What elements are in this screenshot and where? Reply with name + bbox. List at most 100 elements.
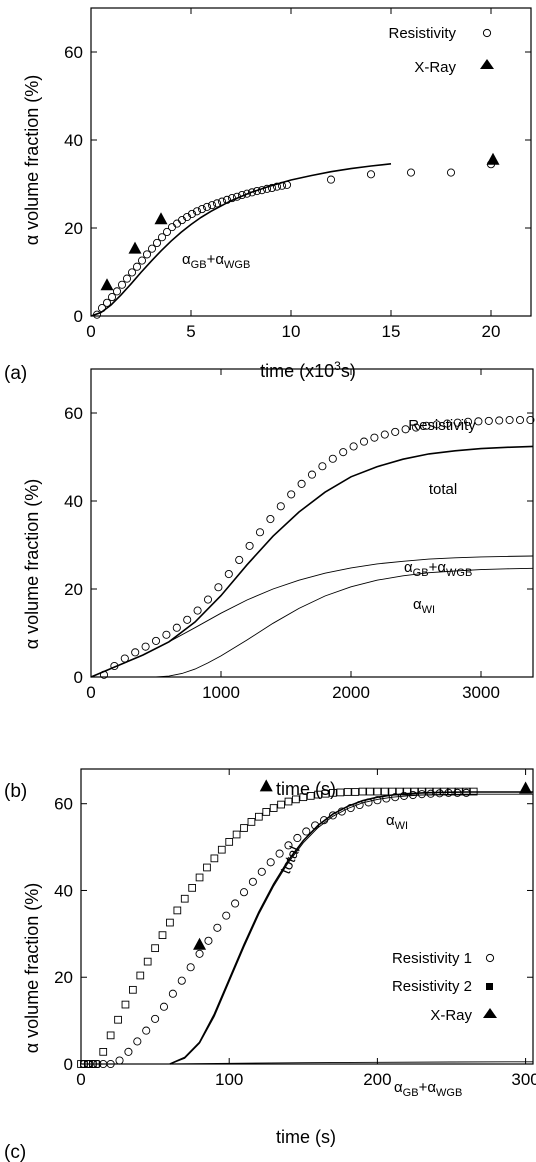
panel-c-point-x-ray: [259, 779, 273, 792]
panel-b-curves: [90, 445, 534, 678]
panel-b-x-tick-label: 0: [86, 683, 95, 702]
panel-b-point-resistivity: [120, 654, 129, 663]
panel-b-point-resistivity: [162, 630, 171, 639]
panel-b-x-tick-label: 3000: [462, 683, 500, 702]
panel-b-curve-label-wi: αWI: [413, 596, 435, 616]
panel-c-point-resistivity-2: [80, 1060, 88, 1068]
panel-c-point-resistivity-1: [106, 1059, 115, 1069]
panel-a-point-resistivity: [446, 168, 456, 177]
panel-b-y-tick-label: 0: [74, 668, 83, 687]
panel-b-point-resistivity: [287, 490, 296, 499]
panel-c-point-resistivity-2: [425, 787, 434, 796]
panel-c-y-tick-label: 0: [64, 1055, 73, 1074]
panel-c-point-resistivity-2: [462, 787, 471, 796]
panel-a-point-resistivity: [272, 182, 282, 191]
panel-a-y-tick-label: 60: [64, 43, 83, 62]
panel-a-x-tick-label: 0: [86, 322, 95, 341]
panel-b-point-resistivity: [474, 417, 483, 426]
panel-b-y-tick-label: 40: [64, 492, 83, 511]
panel-c-x-tick-label: 200: [363, 1070, 391, 1089]
panel-b-point-resistivity: [349, 442, 358, 451]
panel-a-point-resistivity: [262, 184, 272, 193]
panel-c-point-resistivity-1: [213, 923, 222, 932]
panel-b-point-resistivity: [391, 427, 400, 436]
panel-c-point-resistivity-1: [186, 963, 195, 972]
panel-a-point-resistivity: [232, 192, 242, 201]
panel-b-point-resistivity: [131, 648, 140, 657]
panel-c-x-tick-label: 300: [511, 1070, 536, 1089]
panel-a-point-resistivity: [142, 250, 152, 259]
panel-c-point-resistivity-2: [106, 1031, 115, 1040]
panel-a-y-tick-label: 20: [64, 219, 83, 238]
panel-a-point-resistivity: [112, 287, 122, 296]
panel-c-point-resistivity-1: [373, 796, 382, 805]
panel-c-x-tick-label: 0: [76, 1070, 85, 1089]
panel-b-curve-label-total: total: [429, 481, 457, 498]
panel-b-point-resistivity: [453, 418, 462, 427]
panel-c-point-resistivity-2: [166, 918, 174, 927]
panel-c-point-resistivity-1: [115, 1056, 124, 1065]
panel-a-point-resistivity: [97, 304, 107, 313]
panel-c-legend-marker-triangle: [483, 1008, 497, 1018]
panel-a-point-resistivity: [212, 199, 222, 208]
panel-b: 0 1000 2000 3000 0 20 40 60 α volume fraction (…: [4, 368, 535, 802]
panel-c-point-resistivity-2: [195, 873, 204, 882]
panel-b-point-resistivity: [255, 528, 265, 537]
panel-c-point-resistivity-2: [366, 787, 374, 796]
panel-c-legend-marker-square: [486, 983, 493, 990]
panel-c-point-resistivity-2: [292, 795, 300, 804]
panel-a-point-resistivity: [157, 233, 167, 242]
panel-c-point-resistivity-2: [380, 787, 389, 796]
panel-a-point-resistivity: [172, 219, 182, 228]
panel-a-markers: [92, 152, 500, 319]
panel-a-point-x-ray: [486, 152, 500, 165]
panel-a-point-resistivity: [117, 280, 127, 289]
panel-a-point-resistivity: [107, 293, 117, 302]
panel-b-point-resistivity: [443, 419, 452, 428]
panel-c-point-resistivity-2: [136, 971, 145, 980]
panel-a-point-resistivity: [227, 194, 237, 203]
panel-a-point-resistivity: [242, 189, 252, 198]
panel-b-line-total: [90, 445, 534, 678]
panel-a-x-tick-label: 15: [382, 322, 401, 341]
panel-a-point-resistivity: [202, 202, 212, 211]
panel-b-plot-frame: [90, 368, 534, 678]
panel-c-legend-label-resistivity1: Resistivity 1: [392, 950, 472, 967]
panel-b-point-resistivity: [276, 502, 285, 511]
panel-c-point-resistivity-1: [231, 899, 240, 908]
panel-c-legend-label-xray: X-Ray: [430, 1007, 472, 1024]
panel-c-point-resistivity-1: [266, 858, 275, 867]
panel-b-point-resistivity: [203, 595, 213, 604]
panel-c-point-resistivity-2: [129, 985, 137, 994]
panel-b-x-tick-label: 2000: [332, 683, 370, 702]
panel-c-point-resistivity-1: [151, 1014, 160, 1023]
panel-a-point-resistivity: [326, 175, 336, 184]
panel-c-point-resistivity-2: [240, 824, 248, 832]
panel-b-point-resistivity: [432, 420, 441, 429]
panel-c-point-resistivity-2: [469, 787, 478, 796]
panel-c-legend-label-resistivity2: Resistivity 2: [392, 978, 472, 995]
panel-a-x-tick-label: 20: [482, 322, 501, 341]
panel-a-point-x-ray: [100, 278, 114, 291]
panel-a-legend-label-resistivity: Resistivity: [388, 25, 456, 42]
panel-b-point-resistivity: [339, 448, 348, 457]
panel-a-legend-label-xray: X-Ray: [414, 59, 456, 76]
panel-b-line--wi: [155, 567, 534, 678]
panel-b-point-resistivity: [214, 583, 223, 592]
panel-a-line--gb-wgb: [90, 163, 392, 317]
panel-a-point-resistivity: [92, 310, 102, 319]
panel-a-curves: [90, 163, 392, 317]
panel-b-curve-label-resistivity: Resistivity: [408, 417, 476, 434]
panel-c-point-resistivity-2: [91, 1060, 100, 1068]
panel-a: 0 5 10 15 20 0 20 40 60 α volume fraction (%) ti…: [4, 7, 532, 384]
panel-b-point-resistivity: [515, 415, 525, 425]
panel-c-point-resistivity-2: [440, 787, 448, 796]
panel-c-point-resistivity-2: [351, 788, 360, 796]
panel-c-point-resistivity-1: [275, 849, 284, 858]
panel-b-label: (b): [4, 781, 27, 802]
panel-a-point-resistivity: [147, 244, 157, 253]
panel-c-point-resistivity-2: [403, 787, 411, 796]
panel-a-point-resistivity: [257, 186, 267, 195]
panel-c-point-resistivity-2: [447, 787, 456, 796]
